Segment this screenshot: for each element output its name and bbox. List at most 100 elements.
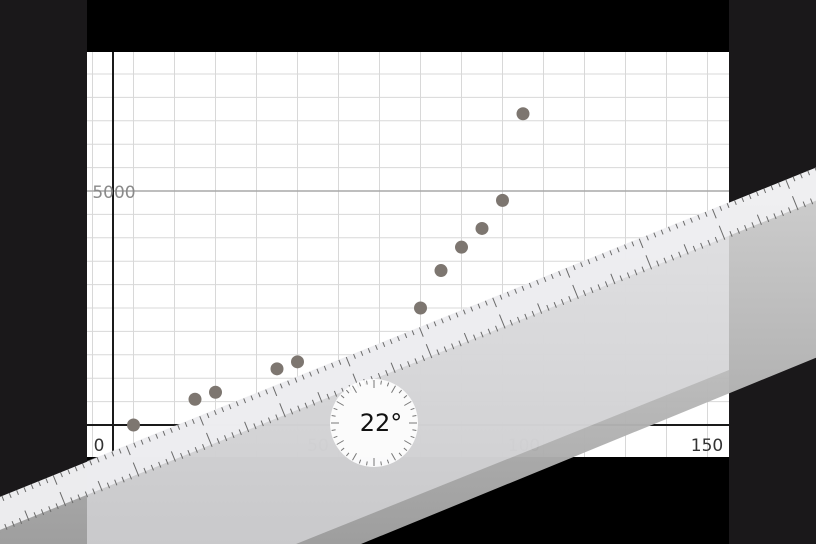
ruler-tick	[733, 199, 737, 206]
ruler-tick	[773, 213, 777, 220]
ruler-tick	[419, 327, 424, 337]
ruler-tick	[353, 353, 356, 359]
ruler-tick	[317, 392, 323, 403]
ruler-tick	[279, 383, 283, 389]
ruler-tick	[250, 395, 254, 401]
ruler-tick	[199, 416, 204, 426]
ruler-tick	[777, 182, 781, 188]
scatter-series	[127, 107, 530, 432]
ruler-tick	[624, 244, 627, 250]
ruler-tick	[38, 481, 41, 487]
data-point	[127, 418, 140, 432]
ruler-tick	[397, 336, 400, 342]
ruler-tick	[536, 279, 540, 285]
ruler-tick	[565, 268, 571, 278]
ruler-tick	[616, 247, 620, 253]
ruler-tick	[543, 276, 547, 282]
ruler-tick	[297, 405, 301, 412]
ruler-tick	[799, 173, 803, 179]
ruler-tick	[433, 321, 437, 327]
ruler-tick	[177, 424, 181, 430]
ruler-tick	[785, 179, 790, 189]
ruler-tick	[132, 462, 140, 477]
ruler-tick	[389, 339, 393, 345]
ruler-tick	[202, 444, 206, 450]
ruler-tick	[660, 229, 664, 235]
ruler-tick	[404, 333, 408, 339]
ruler-tick	[121, 476, 125, 483]
ruler-tick	[311, 399, 316, 406]
ruler-tick	[443, 346, 447, 353]
ruler-tick	[748, 194, 752, 200]
ruler-tick	[377, 372, 382, 379]
ruler-tick	[455, 312, 459, 318]
ruler-tick	[668, 226, 671, 232]
protractor-dial-face	[330, 379, 418, 467]
left-letterbox	[0, 0, 87, 544]
ruler-tick	[421, 355, 425, 362]
dial-tick	[336, 401, 344, 406]
ruler-tick	[238, 429, 242, 436]
ruler-tick	[697, 214, 701, 220]
ruler-tick	[11, 520, 15, 527]
ruler-tick	[610, 273, 616, 285]
ruler-tick	[568, 296, 572, 302]
ruler-tick	[345, 356, 351, 367]
ruler-tick	[514, 288, 518, 294]
ruler-tick	[718, 225, 726, 240]
ruler-tick	[537, 303, 543, 314]
ruler-tick	[150, 464, 154, 471]
protractor-dial[interactable]: 22°	[330, 379, 418, 467]
ruler-tick	[221, 407, 225, 413]
ruler-tick	[213, 410, 217, 416]
ruler-tick	[425, 343, 433, 359]
ruler-tick	[104, 454, 107, 460]
ruler-tick	[682, 220, 686, 226]
ruler-tick	[726, 202, 730, 208]
ruler-tick	[788, 207, 792, 214]
ruler-tick	[531, 310, 535, 317]
ruler-tick	[407, 361, 411, 368]
ruler-tick	[458, 340, 462, 347]
dial-tick	[366, 461, 368, 466]
ruler-tick	[663, 257, 667, 264]
dial-tick	[403, 447, 408, 452]
ruler-tick	[582, 290, 587, 297]
ruler-tick	[553, 301, 557, 308]
ruler-tick	[275, 414, 279, 421]
ruler-tick	[55, 503, 59, 510]
data-point	[270, 362, 284, 376]
ruler-tick	[77, 494, 81, 501]
protractor-dial-ticks	[331, 380, 417, 466]
ruler-tick	[499, 294, 503, 300]
ruler-tick	[675, 223, 679, 229]
ruler-tick	[231, 432, 235, 439]
ruler-tick	[243, 398, 247, 404]
ruler-tick	[267, 417, 272, 424]
data-point	[209, 385, 222, 399]
ruler-tick	[463, 332, 469, 344]
ruler-tick	[301, 374, 305, 380]
ruler-tick	[678, 251, 682, 258]
ruler-tick	[509, 319, 513, 326]
ruler-tick	[770, 185, 774, 191]
dial-tick	[398, 389, 403, 394]
dial-tick	[380, 380, 382, 385]
ruler-tick	[751, 222, 755, 229]
ruler-tick	[729, 230, 733, 237]
ruler-tick	[133, 442, 137, 448]
ruler-tick	[626, 272, 631, 279]
ruler-tick	[244, 421, 250, 433]
dial-tick	[404, 440, 412, 445]
ruler-tick	[440, 318, 444, 324]
ruler-tick	[158, 461, 162, 468]
ruler-tick	[16, 490, 19, 496]
ruler-tick	[528, 282, 532, 288]
ruler-tick	[462, 309, 466, 315]
ruler-tool[interactable]: 22°	[0, 153, 816, 544]
ruler-translucent-band	[87, 202, 729, 544]
ruler-tick	[40, 509, 45, 516]
ruler-tick	[326, 393, 330, 400]
dial-tick	[352, 453, 357, 461]
